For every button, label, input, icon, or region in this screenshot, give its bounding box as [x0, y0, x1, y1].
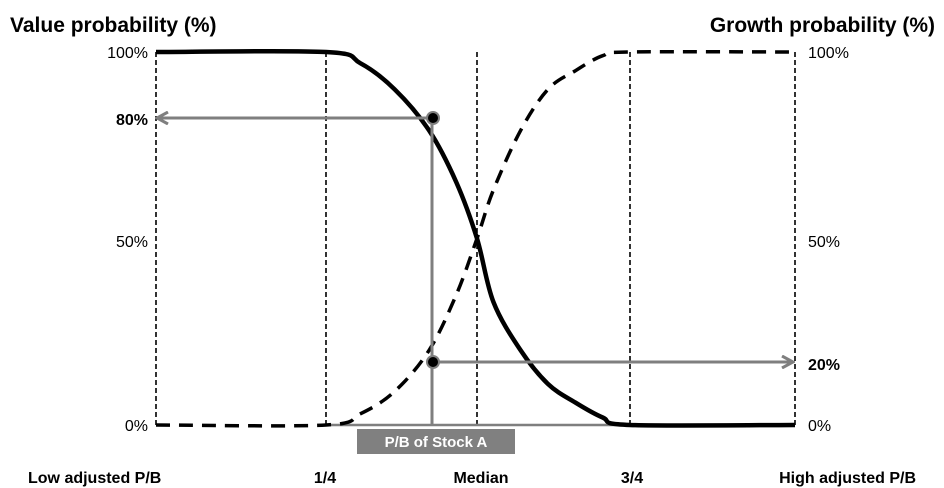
x-label-q3: 3/4	[621, 470, 643, 487]
x-label-low: Low adjusted P/B	[28, 470, 161, 487]
right-tick-0: 0%	[808, 418, 831, 435]
right-tick-20: 20%	[808, 357, 840, 374]
x-label-q1: 1/4	[314, 470, 336, 487]
x-label-high: High adjusted P/B	[779, 470, 916, 487]
value-intersection-point	[426, 111, 440, 125]
right-tick-50: 50%	[808, 234, 840, 251]
left-tick-100: 100%	[107, 45, 148, 62]
x-label-median: Median	[453, 470, 508, 487]
growth-probability-curve	[155, 49, 796, 428]
growth-intersection-point	[426, 355, 440, 369]
left-tick-50: 50%	[116, 234, 148, 251]
value-probability-curve	[155, 48, 796, 428]
left-axis-title: Value probability (%)	[10, 14, 217, 37]
left-tick-0: 0%	[125, 418, 148, 435]
right-axis-title: Growth probability (%)	[710, 14, 935, 37]
left-tick-80: 80%	[116, 112, 148, 129]
stock-a-label-box	[357, 429, 515, 454]
stock-a-label: P/B of Stock A	[385, 434, 488, 451]
right-tick-100: 100%	[808, 45, 849, 62]
